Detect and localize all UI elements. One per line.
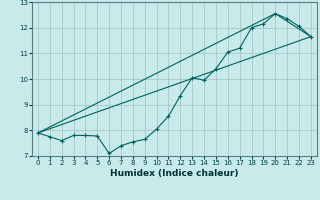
X-axis label: Humidex (Indice chaleur): Humidex (Indice chaleur) xyxy=(110,169,239,178)
